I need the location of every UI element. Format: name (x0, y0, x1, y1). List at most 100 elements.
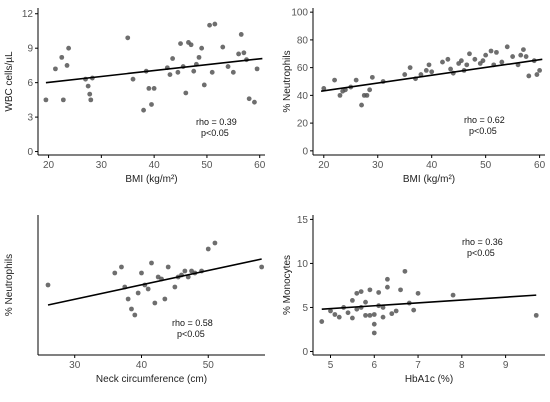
data-point (205, 246, 211, 252)
x-tick-label: 8 (459, 360, 465, 371)
data-point (119, 264, 124, 270)
x-axis-title: BMI (kg/m²) (125, 174, 177, 185)
data-point (364, 92, 370, 98)
data-point (358, 289, 364, 295)
data-point (321, 86, 327, 91)
x-tick-label: 50 (201, 160, 213, 171)
x-tick-label: 20 (43, 160, 55, 171)
data-point (398, 287, 403, 293)
data-point (182, 268, 188, 274)
data-point (448, 66, 453, 72)
data-point (499, 59, 505, 65)
data-point (332, 312, 338, 317)
x-axis-title: HbA1c (%) (405, 374, 453, 385)
data-point (53, 66, 58, 72)
x-tick-label: 50 (480, 160, 492, 171)
data-point (87, 91, 93, 97)
y-tick-label: 0 (27, 147, 33, 158)
data-point (385, 276, 390, 282)
x-tick-label: 5 (328, 360, 334, 371)
y-tick-label: 5 (302, 303, 308, 314)
data-point (354, 290, 360, 296)
data-point (521, 47, 526, 53)
data-point (236, 51, 242, 57)
data-point (141, 107, 146, 113)
regression-line (45, 57, 263, 84)
x-tick-label: 20 (318, 160, 330, 171)
data-point (59, 54, 65, 60)
annotation-p-value: p<0.05 (467, 248, 495, 258)
data-point (230, 69, 236, 75)
y-axis-title: % Monocytes (282, 255, 293, 315)
data-point (488, 48, 494, 54)
data-point (345, 310, 351, 316)
annotation-p-value: p<0.05 (177, 329, 205, 339)
data-point (467, 51, 472, 57)
data-point (66, 45, 72, 51)
data-point (369, 74, 375, 80)
annotation-rho: rho = 0.36 (462, 237, 503, 247)
data-point (359, 102, 364, 108)
data-point (188, 42, 194, 48)
data-point (328, 308, 333, 314)
data-point (60, 97, 66, 103)
data-point (411, 307, 417, 313)
x-tick-label: 6 (372, 360, 378, 371)
annotation-p-value: p<0.05 (469, 126, 497, 136)
data-point (510, 54, 516, 59)
x-tick-label: 9 (503, 360, 509, 371)
data-point (125, 296, 131, 302)
data-point (212, 240, 218, 246)
data-point (129, 306, 134, 312)
annotation-rho: rho = 0.39 (196, 117, 237, 127)
data-point (385, 284, 390, 290)
data-point (450, 292, 456, 298)
data-point (246, 96, 252, 102)
data-point (518, 52, 524, 58)
y-tick-label: 15 (297, 215, 309, 226)
data-point (523, 54, 529, 59)
regression-line (320, 58, 543, 92)
data-point (199, 45, 205, 51)
data-point (209, 69, 215, 75)
x-tick-label: 30 (372, 160, 384, 171)
data-point (494, 49, 499, 55)
data-point (196, 54, 202, 60)
x-tick-label: 60 (534, 160, 546, 171)
data-point (175, 69, 181, 75)
data-point (139, 270, 144, 276)
y-tick-label: 6 (27, 78, 33, 89)
data-point (354, 306, 360, 312)
y-tick-label: 0 (302, 146, 308, 157)
annotation-rho: rho = 0.62 (464, 115, 505, 125)
x-tick-label: 7 (415, 360, 421, 371)
y-axis-title: % Neutrophils (4, 254, 15, 316)
data-point (363, 299, 368, 305)
data-point (254, 66, 260, 72)
data-point (337, 92, 343, 98)
data-point (440, 59, 445, 65)
data-point (178, 41, 183, 47)
data-point (130, 76, 136, 82)
data-point (165, 264, 171, 270)
data-point (393, 308, 399, 314)
data-point (376, 290, 382, 295)
data-point (363, 312, 368, 318)
data-point (172, 284, 178, 290)
data-point (241, 50, 247, 56)
data-point (191, 68, 197, 74)
data-point (64, 63, 70, 68)
data-point (380, 305, 386, 310)
data-point (132, 312, 138, 318)
data-point (149, 102, 154, 107)
data-point (135, 290, 141, 296)
chart-panel-3: 30 40 50 Neck circumference (cm) % Neutrophi… (4, 215, 265, 385)
data-point (85, 83, 91, 89)
y-tick-label: 10 (297, 259, 309, 270)
x-axis-title: BMI (kg/m²) (403, 174, 455, 185)
x-tick-label: 50 (203, 360, 215, 371)
data-point (349, 298, 355, 303)
x-axis-title: Neck circumference (cm) (96, 374, 207, 385)
data-point (252, 99, 257, 105)
regression-line (47, 258, 262, 306)
